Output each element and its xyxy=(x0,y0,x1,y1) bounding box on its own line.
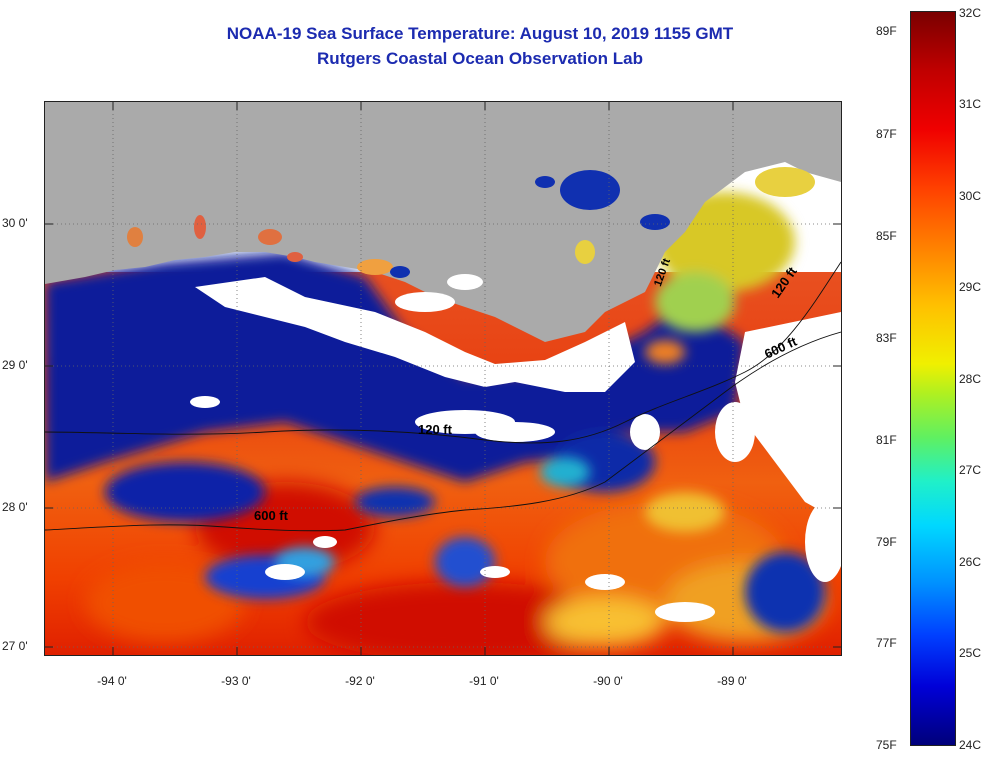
lon-label-93: -93 0' xyxy=(221,674,251,688)
contour-label-600ft-west: 600 ft xyxy=(254,508,288,523)
map-title: NOAA-19 Sea Surface Temperature: August … xyxy=(226,24,734,43)
lon-label-94: -94 0' xyxy=(97,674,127,688)
land xyxy=(45,102,841,342)
colorbar-label-30c: 30C xyxy=(959,189,982,203)
colorbar-label-87f: 87F xyxy=(876,127,897,141)
sst-map-canvas xyxy=(45,102,841,655)
colorbar-label-28c: 28C xyxy=(959,372,982,386)
map-subtitle: Rutgers Coastal Ocean Observation Lab xyxy=(317,49,643,68)
lat-label-29: 29 0' xyxy=(2,358,28,372)
colorbar-label-75f: 75F xyxy=(876,738,897,752)
border-ticks xyxy=(45,102,841,655)
colorbar-label-29c: 29C xyxy=(959,280,982,294)
sst-map xyxy=(44,101,842,656)
colorbar-label-89f: 89F xyxy=(876,24,897,38)
colorbar-label-77f: 77F xyxy=(876,636,897,650)
lat-label-28: 28 0' xyxy=(2,500,28,514)
bathymetry-contours xyxy=(45,261,841,532)
colorbar-label-24c: 24C xyxy=(959,738,982,752)
colorbar-label-32c: 32C xyxy=(959,6,982,20)
colorbar-label-83f: 83F xyxy=(876,331,897,345)
lat-label-27: 27 0' xyxy=(2,639,28,653)
lon-label-92: -92 0' xyxy=(345,674,375,688)
temperature-colorbar xyxy=(910,11,956,746)
inland-water xyxy=(127,167,815,278)
contour-600ft-line xyxy=(45,331,841,532)
colorbar-label-79f: 79F xyxy=(876,535,897,549)
colorbar-label-31c: 31C xyxy=(959,97,982,111)
lat-label-30: 30 0' xyxy=(2,216,28,230)
lon-label-90: -90 0' xyxy=(593,674,623,688)
colorbar-label-25c: 25C xyxy=(959,646,982,660)
colorbar-label-85f: 85F xyxy=(876,229,897,243)
contour-label-120ft-central: 120 ft xyxy=(418,422,452,437)
contour-120ft-line xyxy=(45,261,841,444)
colorbar-gradient xyxy=(911,12,955,745)
colorbar-label-27c: 27C xyxy=(959,463,982,477)
colorbar-label-81f: 81F xyxy=(876,433,897,447)
lon-label-91: -91 0' xyxy=(469,674,499,688)
graticule xyxy=(45,102,841,655)
clouds xyxy=(190,274,841,622)
lon-label-89: -89 0' xyxy=(717,674,747,688)
colorbar-label-26c: 26C xyxy=(959,555,982,569)
